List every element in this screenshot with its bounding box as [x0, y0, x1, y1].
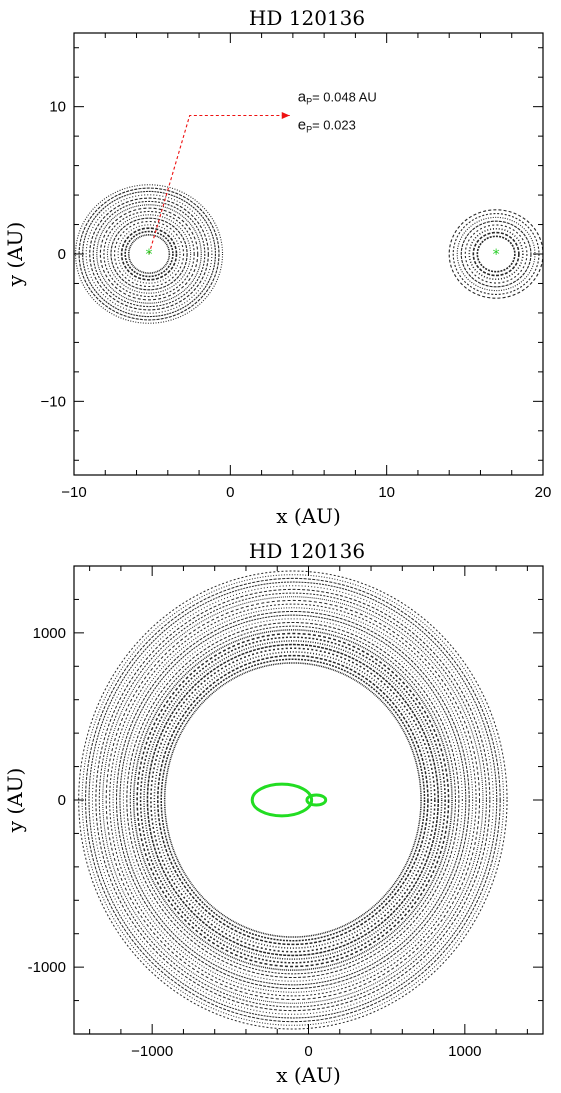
disk-ring — [127, 622, 459, 977]
annotation-arrowhead — [282, 112, 290, 119]
disk-ring — [123, 619, 462, 981]
x-tick-label: 0 — [226, 484, 234, 501]
top-panel-annotation: aP= 0.048 AU eP= 0.023 — [149, 89, 377, 254]
bottom-panel-title: HD 120136 — [249, 539, 365, 563]
disk-ring — [141, 637, 446, 963]
stellar-orbit — [307, 795, 326, 805]
disk-ring — [106, 600, 479, 999]
disk-ring — [144, 641, 442, 959]
disk-ring — [165, 663, 421, 937]
star-marker: * — [146, 247, 153, 263]
bottom-panel-y-axis-label: y (AU) — [3, 768, 27, 834]
y-tick-label: 0 — [58, 792, 66, 809]
x-tick-label: 0 — [304, 1043, 312, 1060]
disk-ring — [120, 615, 466, 985]
x-tick-label: 10 — [378, 484, 395, 501]
y-tick-label: 0 — [58, 246, 66, 263]
x-tick-label: 20 — [535, 484, 552, 501]
x-tick-label: 1000 — [448, 1043, 481, 1060]
top-panel-x-axis-label: x (AU) — [276, 504, 341, 528]
annotation-e-value: = 0.023 — [312, 118, 356, 133]
y-tick-label: -1000 — [28, 959, 66, 976]
disk-ring — [130, 626, 455, 974]
disk-ring — [103, 597, 483, 1003]
annotation-eccentricity: eP= 0.023 — [298, 117, 356, 135]
disk-ring — [134, 630, 452, 970]
bottom-panel-disk-rings — [79, 571, 507, 1029]
top-panel: HD 120136 aP= 0.048 AU eP= 0.023 * * −10 0… — [3, 6, 551, 528]
y-tick-label: 10 — [49, 99, 66, 116]
disk-ring — [137, 634, 448, 967]
stellar-orbit — [252, 784, 311, 816]
y-tick-label: 1000 — [33, 625, 66, 642]
annotation-a-value: = 0.048 AU — [312, 90, 377, 105]
annotation-semi-major-axis: aP= 0.048 AU — [298, 89, 377, 107]
disk-ring — [158, 656, 428, 945]
disk-ring — [113, 608, 473, 992]
disk-ring — [82, 575, 503, 1026]
annotation-e-symbol: e — [298, 117, 306, 134]
disk-ring — [89, 582, 497, 1018]
bottom-panel-orbits — [252, 784, 325, 816]
disk-ring — [154, 652, 431, 948]
bottom-panel-x-axis-label: x (AU) — [276, 1063, 341, 1087]
x-tick-label: −1000 — [131, 1043, 173, 1060]
disk-ring — [92, 586, 493, 1015]
top-panel-title: HD 120136 — [249, 6, 365, 30]
disk-ring — [161, 659, 424, 940]
disk-ring — [79, 571, 507, 1029]
disk-ring — [117, 611, 470, 988]
disk-ring — [147, 645, 438, 956]
y-tick-label: −10 — [41, 393, 66, 410]
x-tick-label: −10 — [61, 484, 86, 501]
top-panel-y-axis-label: y (AU) — [3, 222, 27, 288]
top-panel-stars: * * — [146, 247, 500, 263]
star-marker: * — [493, 247, 500, 263]
disk-ring — [151, 648, 435, 952]
bottom-panel: HD 120136 −1000 0 1000 -1000 0 1000 x (AU) y … — [3, 539, 543, 1087]
